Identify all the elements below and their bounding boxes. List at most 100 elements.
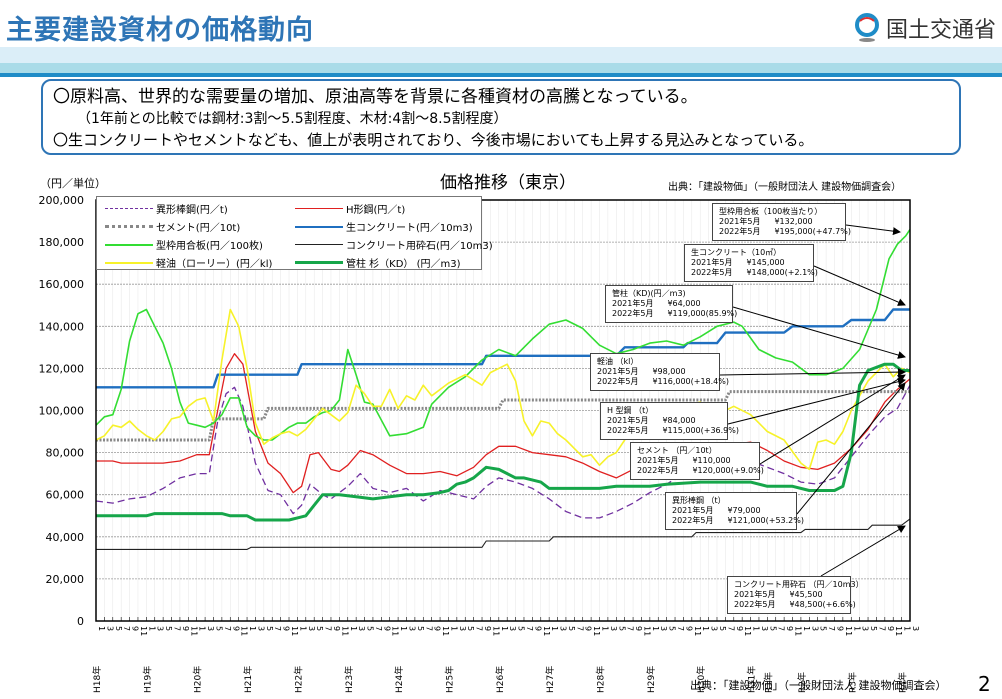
y-tick-label: 180,000 [39,236,85,249]
x-tick-label: 5 [718,626,727,631]
x-tick-label: 9 [735,626,744,631]
callout-row: 2022年5月 ¥119,000(85.9%) [612,309,737,319]
legend-label: コンクリート用砕石(円／10m3) [346,241,493,252]
legend-label: セメント(円／10t) [156,223,241,234]
legend-item: コンクリート用砕石(円／10m3) [295,237,493,252]
x-tick-label: 1 [802,626,811,631]
legend-item: 型枠用合板(円／100枚) [105,237,263,252]
x-tick-label: 1 [349,626,358,631]
x-tick-label: 9 [835,626,844,631]
x-tick-label: 3 [458,626,467,631]
x-tick-label: 11 [542,626,551,636]
x-tick-label: 9 [886,626,895,631]
y-tick-label: 20,000 [46,573,85,586]
callout-arrow [820,525,906,577]
callout-date: 2022年5月 [637,466,679,475]
legend-swatch [295,261,343,264]
x-tick-label: 5 [869,626,878,631]
legend-swatch [295,225,343,228]
callout-arrow [759,374,906,465]
x-tick-label: 9 [433,626,442,631]
callout-title: 軽油 （kl） [597,357,639,366]
x-year-label: R3年 [846,672,858,693]
callout-value: ¥84,000 [662,416,696,425]
x-year-label: R4年 [897,672,909,693]
x-tick-label: 7 [475,626,484,631]
x-tick-label: 1 [198,626,207,631]
x-tick-label: 5 [164,626,173,631]
legend-item: H形鋼(円／t) [295,201,405,216]
legend-swatch [105,225,153,228]
x-tick-label: 5 [214,626,223,631]
x-tick-label: 11 [139,626,148,636]
callout-value: ¥116,000(+18.4%) [652,377,729,386]
x-year-label: H21年 [242,666,254,693]
callout-date: 2021年5月 [734,590,776,599]
x-tick-label: 3 [911,626,920,631]
x-tick-label: 3 [156,626,165,631]
x-tick-label: 1 [550,626,559,631]
x-tick-label: 5 [617,626,626,631]
x-tick-label: 3 [810,626,819,631]
y-tick-label: 200,000 [39,194,85,207]
y-tick-label: 140,000 [39,320,85,333]
callout-row: 2022年5月 ¥195,000(+47.7%) [719,227,851,237]
legend-label: 管柱 杉（KD） (円／m3) [346,259,461,270]
y-axis-label: （円／単位） [40,177,106,190]
x-year-label: H28年 [595,666,607,693]
x-tick-label: 9 [785,626,794,631]
y-tick-label: 40,000 [46,531,85,544]
callout-title: 管柱（KD)(円／m3) [612,289,686,298]
y-tick-label: 60,000 [46,489,85,502]
callout-row: 2021年5月 ¥145,000 [691,258,807,268]
x-tick-label: 7 [676,626,685,631]
legend-label: 異形棒鋼(円／t) [156,205,228,216]
callout-date: 2022年5月 [612,309,654,318]
x-year-label: H26年 [494,666,506,693]
legend-swatch [105,261,153,264]
callout-date: 2022年5月 [691,268,733,277]
legend-item: 異形棒鋼(円／t) [105,201,228,216]
callout-date: 2021年5月 [607,416,649,425]
x-tick-label: 3 [760,626,769,631]
callout-title: 型枠用合板（100枚当たり） [719,207,823,216]
x-tick-label: 1 [97,626,106,631]
annotation-callout: セメント （円／10t） 2021年5月 ¥110,000 2022年5月 ¥120,0… [630,442,764,480]
callout-row: 2021年5月 ¥132,000 [719,217,839,227]
x-tick-label: 9 [483,626,492,631]
x-year-label: H27年 [544,666,556,693]
x-tick-label: 3 [357,626,366,631]
x-tick-label: 9 [282,626,291,631]
x-tick-label: 7 [122,626,131,631]
x-tick-label: 7 [877,626,886,631]
x-tick-label: 1 [601,626,610,631]
legend-item: 生コンクリート(円／10m3) [295,219,473,234]
series-line-6 [95,308,911,471]
header-band [0,47,1002,63]
x-tick-label: 7 [726,626,735,631]
x-year-label: H19年 [141,666,153,693]
mlit-logo-icon [854,13,880,43]
callout-row: 2022年5月 ¥120,000(+9.0%) [637,466,764,476]
callout-row: 2021年5月 ¥98,000 [597,367,713,377]
x-year-label: H22年 [292,666,304,693]
callout-date: 2022年5月 [734,600,776,609]
legend-item: 管柱 杉（KD） (円／m3) [295,255,461,270]
x-tick-label: 1 [852,626,861,631]
x-tick-label: 5 [114,626,123,631]
callout-date: 2022年5月 [672,516,714,525]
x-tick-label: 3 [307,626,316,631]
x-tick-label: 11 [491,626,500,636]
legend-swatch [295,244,343,245]
x-tick-label: 7 [525,626,534,631]
callout-value: ¥132,000 [774,217,813,226]
annotation-callout: 異形棒鋼 （t） 2021年5月 ¥79,000 2022年5月 ¥121,000(+5… [665,492,804,530]
callout-row: 2022年5月 ¥148,000(+2.1%) [691,268,818,278]
x-year-label: R2年 [796,672,808,693]
x-tick-label: 3 [559,626,568,631]
annotation-callout: H 型鋼 （t） 2021年5月 ¥84,000 2022年5月 ¥115,000(+3… [600,402,739,440]
callout-row: 2022年5月 ¥48,500(+6.6%) [734,600,856,610]
legend-item: 軽油（ローリー）(円／kl) [105,255,272,270]
y-tick-label: 160,000 [39,278,85,291]
callout-row: 2022年5月 ¥116,000(+18.4%) [597,377,729,387]
